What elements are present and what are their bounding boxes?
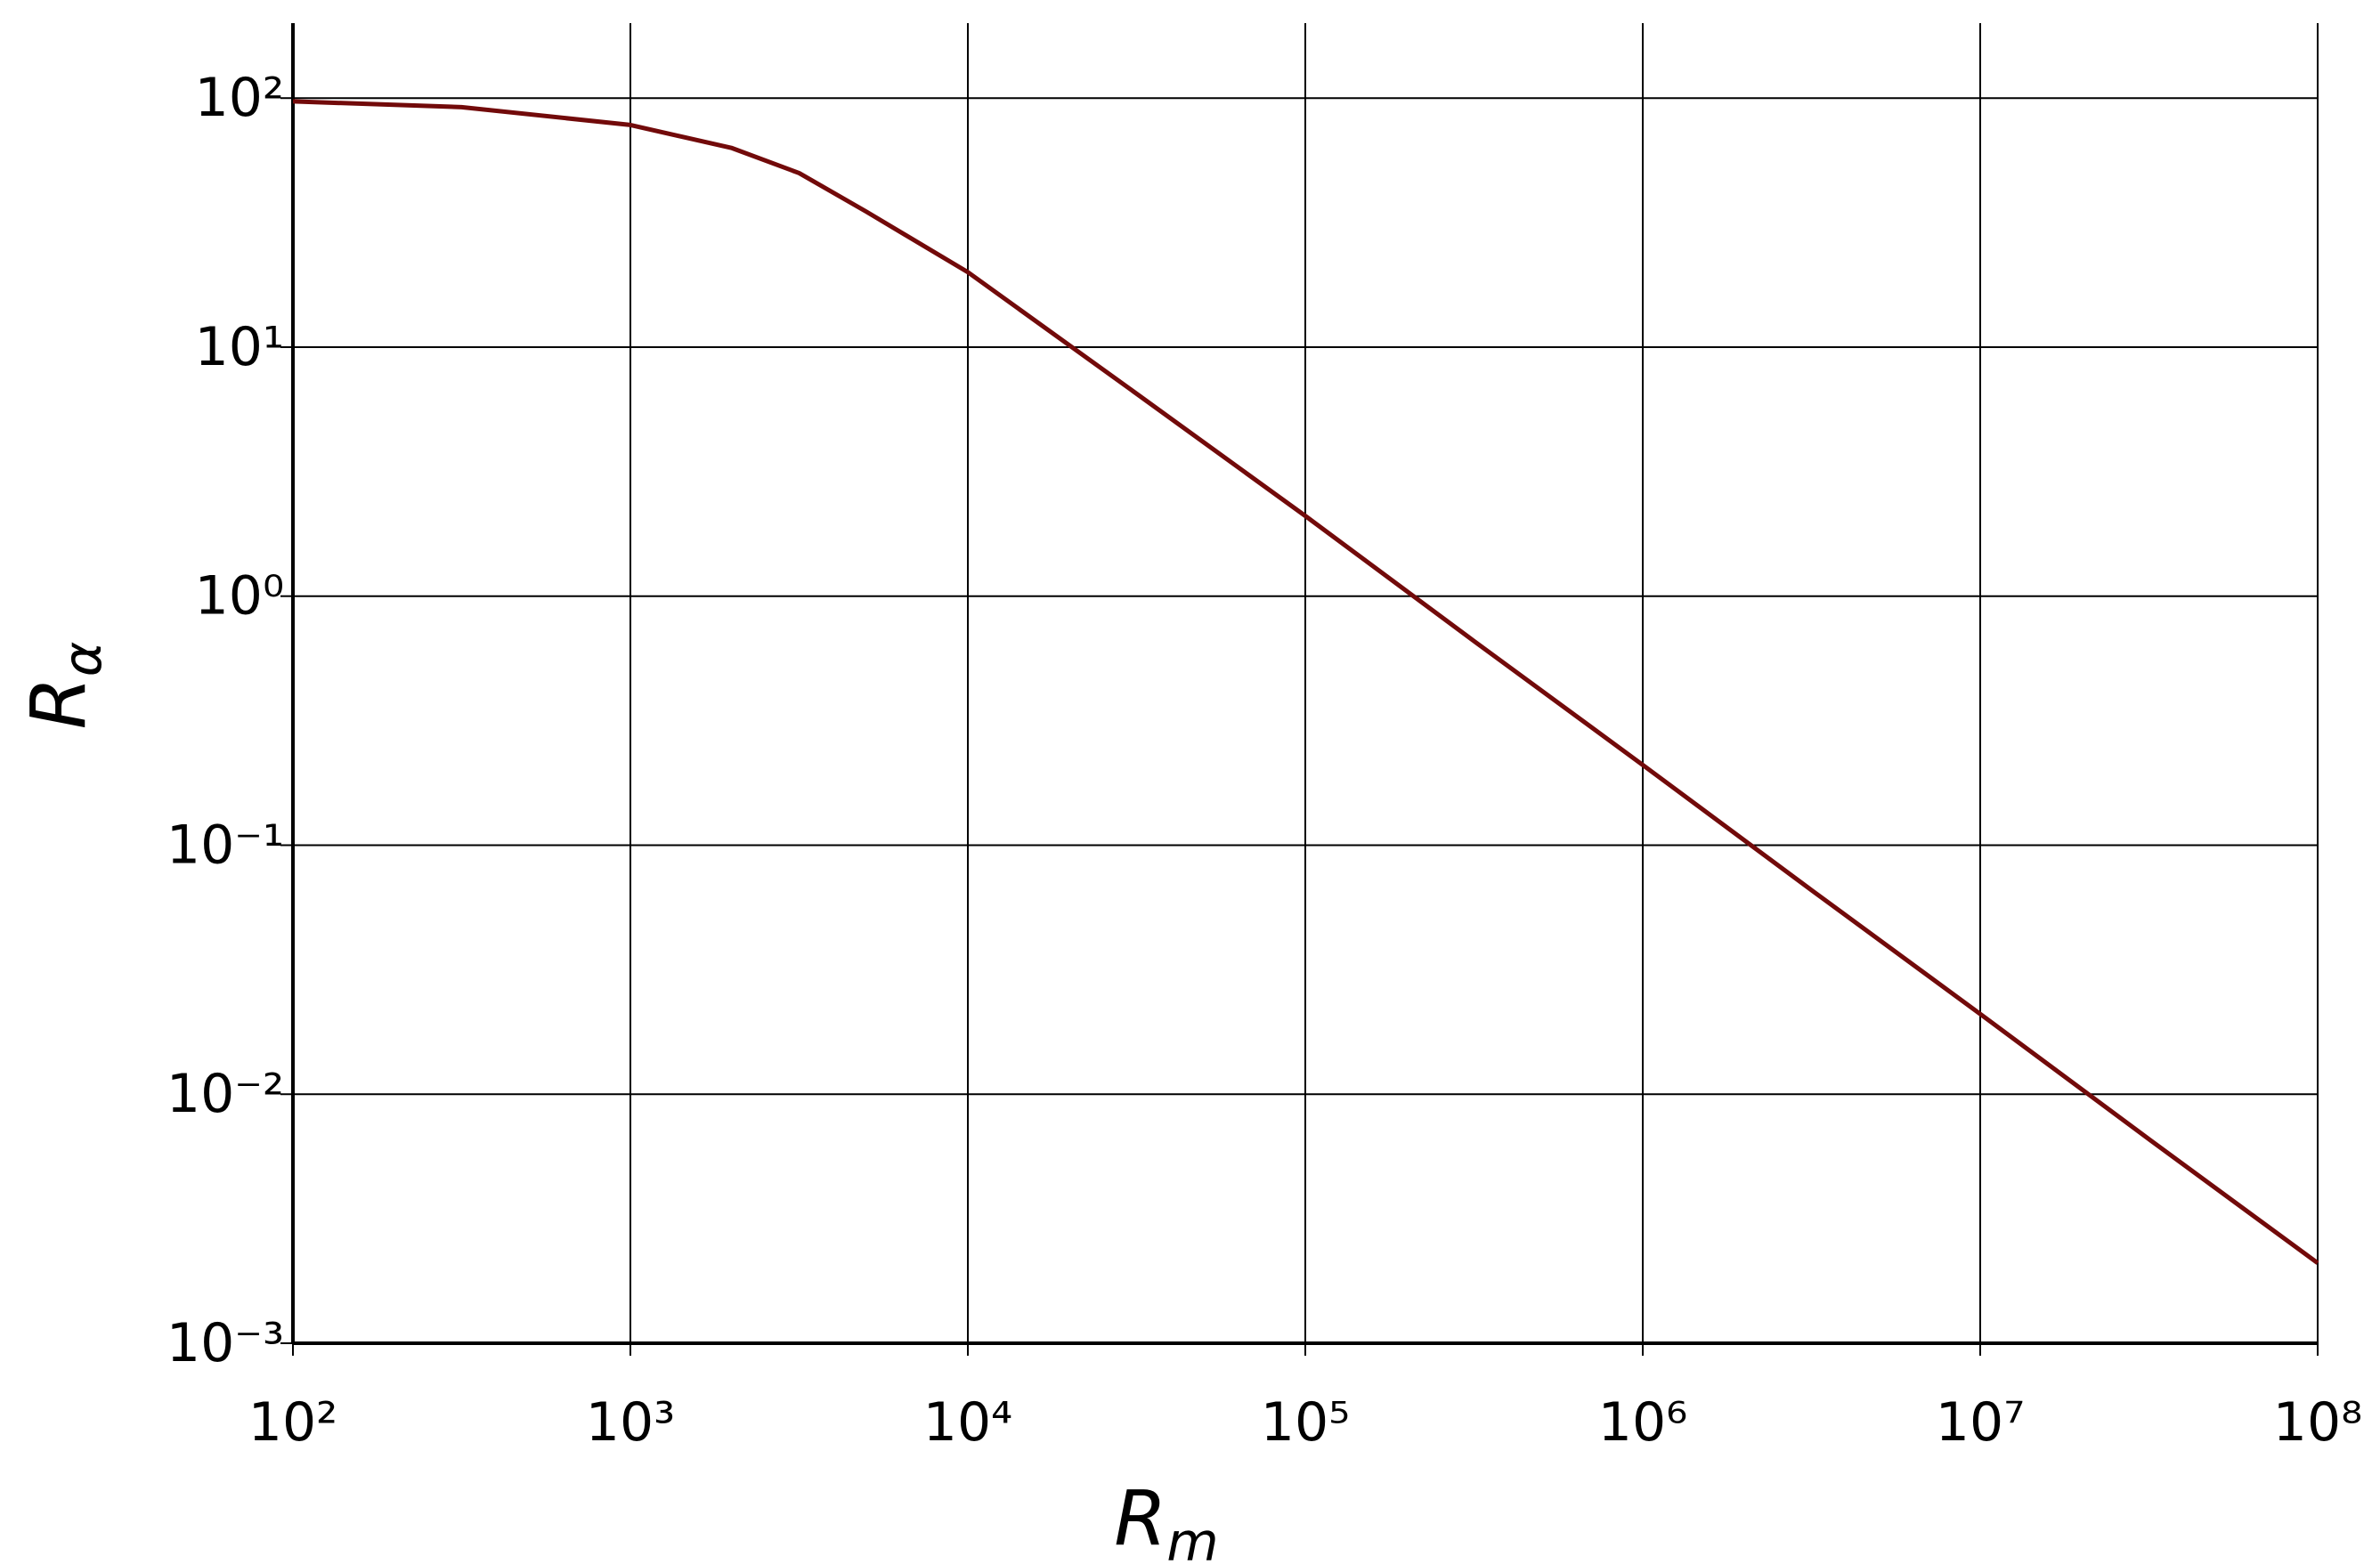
x-tick-label: 10⁵: [1261, 1391, 1350, 1454]
x-tick-label: 10²: [248, 1391, 337, 1454]
x-tick-label: 10⁸: [2273, 1391, 2362, 1454]
y-label-sub: α: [52, 642, 114, 677]
x-tick-label: 10⁷: [1936, 1391, 2025, 1454]
y-tick-label: 10⁰: [195, 565, 284, 628]
line: [292, 99, 2319, 1265]
x-tick-label: 10⁶: [1598, 1391, 1687, 1454]
x-axis-label: Rm: [1114, 1475, 1219, 1564]
y-tick-label: 10¹: [195, 316, 284, 378]
x-tick-label: 10⁴: [923, 1391, 1012, 1454]
y-axis-label: Rα: [15, 642, 114, 730]
y-tick-label: 10²: [195, 67, 284, 129]
y-label-main: R: [15, 677, 103, 729]
y-tick-label: 10⁻²: [167, 1063, 284, 1125]
y-tick-label: 10⁻¹: [167, 814, 284, 876]
x-label-sub: m: [1166, 1511, 1218, 1564]
x-tick-label: 10³: [586, 1391, 675, 1454]
y-tick-label: 10⁻³: [167, 1312, 284, 1374]
x-label-main: R: [1114, 1475, 1166, 1563]
